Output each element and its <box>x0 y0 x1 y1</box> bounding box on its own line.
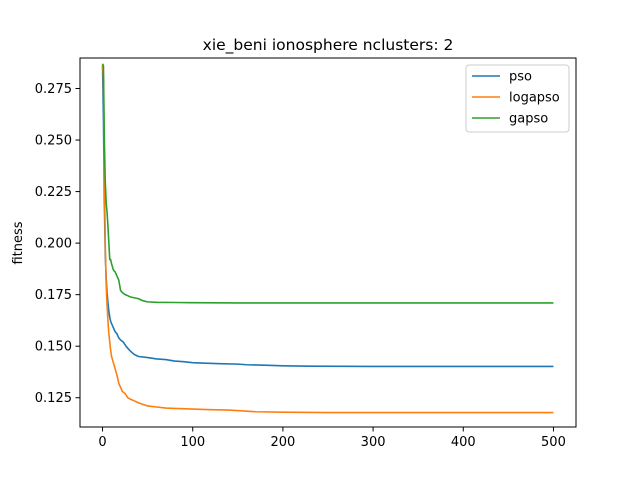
y-axis: 0.125 0.150 0.175 0.200 0.225 0.250 0.275 <box>35 82 80 406</box>
y-tick-label: 0.175 <box>35 288 72 303</box>
series-line-logapso <box>101 63 554 414</box>
y-tick-label: 0.125 <box>35 391 72 406</box>
legend-label-gapso: gapso <box>509 112 548 127</box>
x-tick-label: 300 <box>361 435 386 450</box>
x-axis: 0 100 200 300 400 500 <box>98 427 566 450</box>
y-tick-label: 0.150 <box>35 340 72 355</box>
y-axis-label: fitness <box>11 221 26 264</box>
y-tick-label: 0.250 <box>35 134 72 149</box>
y-tick-label: 0.200 <box>35 237 72 252</box>
series-lines <box>101 63 554 414</box>
x-tick-label: 200 <box>270 435 295 450</box>
plot-frame <box>79 57 577 428</box>
x-tick-label: 0 <box>98 435 106 450</box>
legend-label-logapso: logapso <box>509 91 560 106</box>
series-line-gapso <box>101 63 554 304</box>
x-tick-label: 400 <box>451 435 476 450</box>
y-tick-label: 0.275 <box>35 82 72 97</box>
legend-box <box>465 64 570 133</box>
legend: pso logapso gapso <box>465 64 570 133</box>
chart-title: xie_beni ionosphere nclusters: 2 <box>203 36 454 55</box>
x-tick-label: 500 <box>541 435 566 450</box>
series-line-pso <box>101 65 554 368</box>
y-tick-label: 0.225 <box>35 185 72 200</box>
legend-label-pso: pso <box>509 70 532 85</box>
x-tick-label: 100 <box>180 435 205 450</box>
